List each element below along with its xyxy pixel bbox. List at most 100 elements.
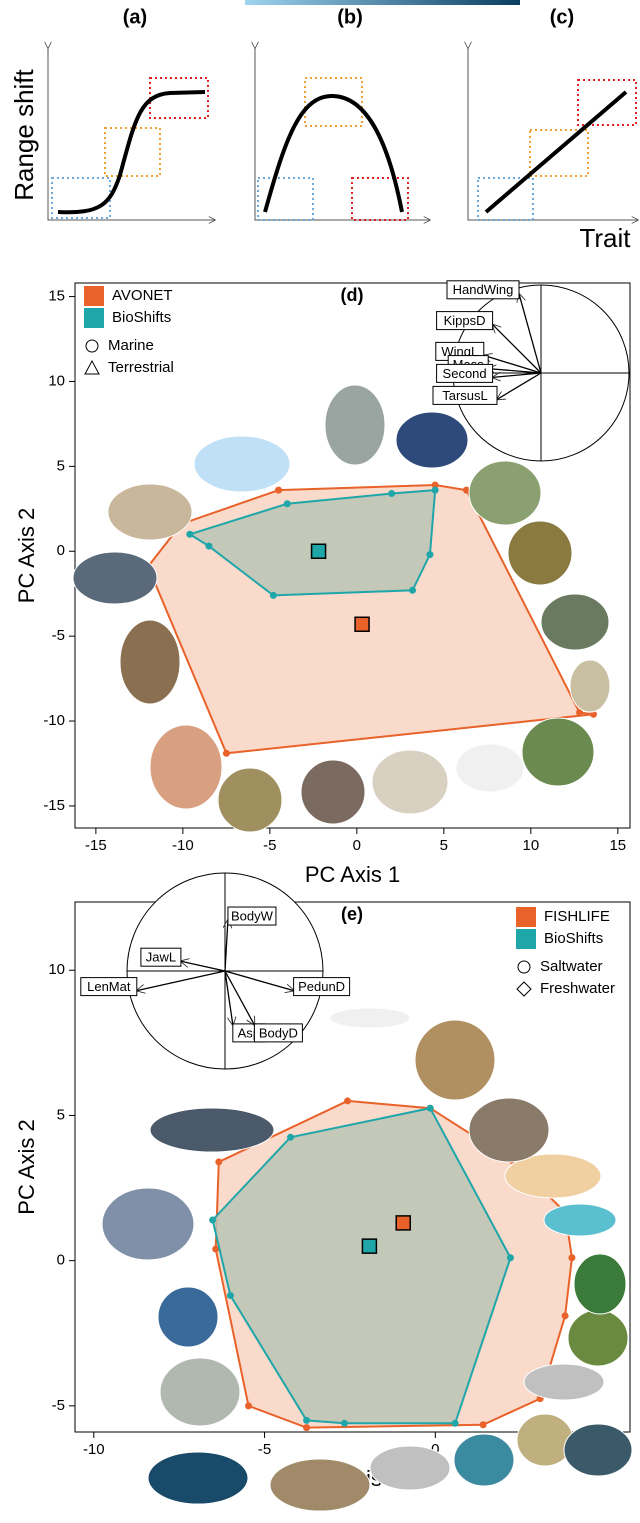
loading-label: BodyD <box>259 1025 298 1040</box>
loading-label-box <box>436 311 494 331</box>
y-tick-label: -15 <box>43 797 65 814</box>
loading-label-box <box>436 363 494 383</box>
photo <box>414 1019 496 1101</box>
x-tick-label: -5 <box>258 1441 271 1458</box>
hull-vertex <box>340 1419 348 1427</box>
loading-label: HandWing <box>453 282 514 297</box>
photo <box>324 384 386 466</box>
hull-vertex <box>283 500 291 508</box>
y-tick-label: 5 <box>57 457 65 474</box>
centroid <box>310 543 327 560</box>
photo <box>101 1187 195 1261</box>
photo <box>468 1097 550 1163</box>
loading-label: Second <box>443 366 487 381</box>
photo <box>573 1253 627 1315</box>
hull-vertex <box>426 551 434 559</box>
photo <box>395 411 469 469</box>
hull-vertex <box>222 749 230 757</box>
loading-label-box <box>253 1023 303 1043</box>
legend-label: FISHLIFE <box>544 908 610 925</box>
panel-label: (c) <box>550 6 574 28</box>
legend-swatch <box>84 308 104 328</box>
y-tick-label: 10 <box>48 961 65 978</box>
photo <box>521 717 595 787</box>
centroid <box>361 1238 378 1254</box>
photo <box>540 593 610 651</box>
loading-arrow <box>225 920 228 972</box>
y-tick-label: 15 <box>48 288 65 305</box>
loading-arrow <box>484 355 542 374</box>
legend-shape <box>516 981 532 997</box>
x-tick-label: -15 <box>85 837 107 854</box>
y-tick-label: 5 <box>57 1106 65 1123</box>
photo <box>329 1007 411 1029</box>
legend-label: AVONET <box>112 287 173 304</box>
loading-arrow <box>488 369 542 373</box>
x-tick-label: -10 <box>172 837 194 854</box>
photo <box>371 749 449 815</box>
hull-vertex <box>589 710 597 718</box>
x-tick-label: 5 <box>440 837 448 854</box>
panel-label: (d) <box>341 285 364 305</box>
loading-arrow <box>224 970 254 1025</box>
photo <box>516 1413 574 1467</box>
photo <box>72 551 158 605</box>
x-axis-label: Trait <box>579 223 631 253</box>
hull-vertex <box>226 1292 234 1300</box>
hull-vertex <box>215 1158 223 1166</box>
photo <box>269 1458 371 1512</box>
y-tick-label: -5 <box>52 1397 65 1414</box>
y-axis-label: Range shift <box>9 68 39 200</box>
photo <box>369 1445 451 1491</box>
hull-vertex <box>576 709 584 717</box>
loading-arrow <box>224 970 294 991</box>
photo <box>468 460 542 526</box>
loading-label-box <box>80 977 138 997</box>
photo <box>159 1357 241 1427</box>
header-bar <box>245 0 520 5</box>
legend-label: BioShifts <box>112 309 171 326</box>
loading-label: LenMat <box>87 979 131 994</box>
legend-shape <box>85 339 99 353</box>
photo <box>543 1203 617 1237</box>
legend-swatch <box>516 929 536 949</box>
photo <box>193 435 291 493</box>
hull-vertex <box>205 542 213 550</box>
loading-label: PedunD <box>298 979 345 994</box>
hull-vertex <box>568 1254 576 1262</box>
hull-vertex <box>212 1245 220 1253</box>
legend-label: Saltwater <box>540 958 603 975</box>
photo <box>567 1309 629 1367</box>
photo <box>217 767 283 833</box>
photo <box>149 1107 275 1153</box>
loading-label-box <box>227 906 277 926</box>
photo <box>453 1433 515 1487</box>
centroid <box>354 616 370 633</box>
y-tick-label: 0 <box>57 1252 65 1269</box>
centroid <box>395 1215 411 1231</box>
panel-label: (a) <box>123 6 147 28</box>
hull-vertex <box>303 1424 311 1432</box>
loading-label: KippsD <box>444 313 486 328</box>
loading-arrow <box>519 294 542 374</box>
photo <box>569 659 611 713</box>
loading-arrow <box>224 970 233 1025</box>
x-tick-label: -10 <box>83 1441 105 1458</box>
photo <box>300 759 366 825</box>
y-tick-label: 0 <box>57 542 65 559</box>
photo <box>119 619 181 705</box>
loading-label: TarsusL <box>442 388 488 403</box>
hull-vertex <box>269 591 277 599</box>
photo <box>157 1286 219 1348</box>
y-axis-label: PC Axis 2 <box>14 1119 39 1214</box>
hull-vertex <box>245 1402 253 1410</box>
hull-vertex <box>409 586 417 594</box>
panel-label: (e) <box>341 904 363 924</box>
hull-vertex <box>426 1104 434 1112</box>
hull-vertex <box>451 1419 459 1427</box>
panel-label: (b) <box>337 6 363 28</box>
legend-swatch <box>84 286 104 306</box>
loading-arrow <box>137 970 226 991</box>
hull-vertex <box>344 1097 352 1105</box>
